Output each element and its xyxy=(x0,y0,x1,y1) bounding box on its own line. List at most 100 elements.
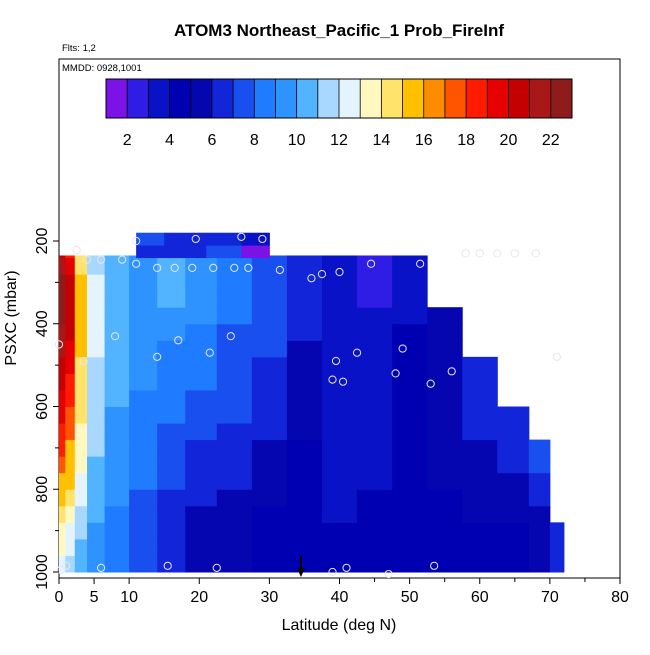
flights-note: Flts: 1,2 xyxy=(62,43,96,54)
heat-cell xyxy=(427,439,463,457)
heat-cell xyxy=(74,555,88,573)
heat-cell xyxy=(251,389,288,407)
x-axis-label: Latitude (deg N) xyxy=(282,617,397,634)
sample-point xyxy=(188,263,197,272)
colorbar-swatch xyxy=(296,79,319,118)
heat-cell xyxy=(65,274,76,292)
sample-point xyxy=(118,255,127,264)
marker-layer xyxy=(296,556,305,577)
heat-cell xyxy=(104,307,130,325)
heat-cell xyxy=(129,538,158,556)
heat-cell xyxy=(357,489,393,507)
heat-cell xyxy=(392,439,428,457)
x-tick-label: 50 xyxy=(401,589,419,606)
heat-cell xyxy=(185,538,218,556)
heat-cell xyxy=(65,340,76,358)
heat-cell xyxy=(528,505,551,523)
heat-cell xyxy=(286,406,323,424)
heat-cell xyxy=(251,373,288,391)
heat-cell xyxy=(129,522,158,540)
heat-cell xyxy=(427,423,463,441)
sample-point xyxy=(230,263,239,272)
sample-point xyxy=(328,567,337,577)
heat-cell xyxy=(157,439,186,457)
heat-cell xyxy=(157,373,186,391)
heat-cell xyxy=(497,555,530,573)
heat-cell xyxy=(157,389,186,407)
marker-arrow-head xyxy=(296,568,305,577)
colorbar-tick-label: 4 xyxy=(165,132,174,149)
x-tick-label: 30 xyxy=(260,589,278,606)
heat-cell xyxy=(87,290,106,308)
heat-cell xyxy=(59,257,66,275)
heat-cell xyxy=(427,356,463,374)
heat-cell xyxy=(74,274,88,292)
heat-cell xyxy=(185,522,218,540)
heat-cell xyxy=(392,257,428,275)
heat-cell xyxy=(65,323,76,341)
heat-cell xyxy=(251,538,288,556)
heat-cell xyxy=(462,423,498,441)
heat-cell xyxy=(185,423,218,441)
colorbar-swatch xyxy=(487,79,509,118)
heat-cell xyxy=(87,274,106,292)
x-tick-label: 5 xyxy=(90,589,99,606)
sample-point xyxy=(226,332,235,341)
sample-point xyxy=(275,265,284,275)
heat-cell xyxy=(251,489,288,507)
heat-cell xyxy=(129,439,158,457)
heat-cell xyxy=(59,423,66,441)
heat-cell xyxy=(87,522,106,540)
heat-cell xyxy=(136,245,165,259)
sample-point xyxy=(493,249,502,258)
heat-cell xyxy=(104,290,130,308)
heat-cell xyxy=(65,406,76,424)
colorbar-swatch xyxy=(106,79,128,118)
heat-cell xyxy=(87,555,106,573)
x-tick-label: 20 xyxy=(190,589,208,606)
heat-cell xyxy=(286,257,323,275)
sample-point xyxy=(531,249,540,258)
heat-cell xyxy=(185,389,218,407)
heat-cell xyxy=(59,373,66,391)
heat-cell xyxy=(104,423,130,441)
heat-cell xyxy=(321,340,358,358)
dates-note: MMDD: 0928,1001 xyxy=(62,63,142,74)
heat-cell xyxy=(392,555,428,573)
heat-cell xyxy=(59,290,66,308)
heat-cell xyxy=(74,538,88,556)
sample-point xyxy=(163,561,172,570)
heat-cell xyxy=(185,340,218,358)
heat-cell xyxy=(286,439,323,457)
heat-cell xyxy=(462,389,498,407)
sample-point xyxy=(384,569,393,579)
heat-cell xyxy=(392,505,428,523)
heat-cell xyxy=(87,356,106,374)
heat-cell xyxy=(87,389,106,407)
heat-cell xyxy=(549,555,565,573)
heat-cell xyxy=(357,340,393,358)
heat-cell xyxy=(74,489,88,507)
heat-cell xyxy=(59,307,66,325)
heat-cell xyxy=(392,456,428,474)
heat-cell xyxy=(104,456,130,474)
heat-cell xyxy=(462,522,498,540)
heat-cell xyxy=(251,505,288,523)
sample-point xyxy=(96,563,106,572)
sample-point xyxy=(475,249,484,258)
heat-cell xyxy=(286,356,323,374)
heat-cell xyxy=(216,439,253,457)
heat-cell xyxy=(286,423,323,441)
heat-cell xyxy=(357,522,393,540)
heat-cell xyxy=(321,555,358,573)
sample-point xyxy=(212,563,221,572)
heat-cell xyxy=(216,423,253,441)
heat-cell xyxy=(65,472,76,490)
colorbar-tick-label: 20 xyxy=(500,132,518,149)
heat-cell xyxy=(286,472,323,490)
colorbar-swatch xyxy=(550,79,573,118)
heat-cell xyxy=(497,406,530,424)
heat-cell xyxy=(462,472,498,490)
heat-cell xyxy=(74,257,88,275)
heat-cell xyxy=(104,255,130,259)
